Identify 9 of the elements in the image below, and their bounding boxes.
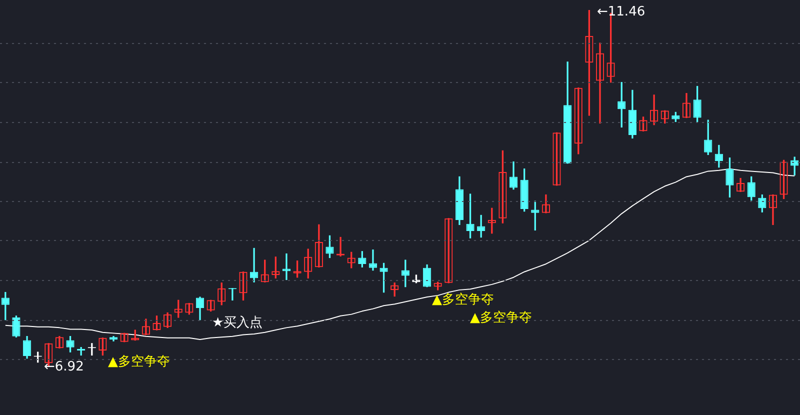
annotation: ←11.46 <box>597 4 646 20</box>
candlestick <box>250 248 258 282</box>
candlestick <box>368 250 378 271</box>
annotation: ▲多空争夺 <box>108 354 170 370</box>
annotation: ★买入点 <box>212 315 263 330</box>
annotation: ▲多空争夺 <box>470 310 532 326</box>
annotation: ←6.92 <box>44 359 84 374</box>
candlestick <box>282 253 291 280</box>
annotation: ▲多空争夺 <box>432 292 494 308</box>
